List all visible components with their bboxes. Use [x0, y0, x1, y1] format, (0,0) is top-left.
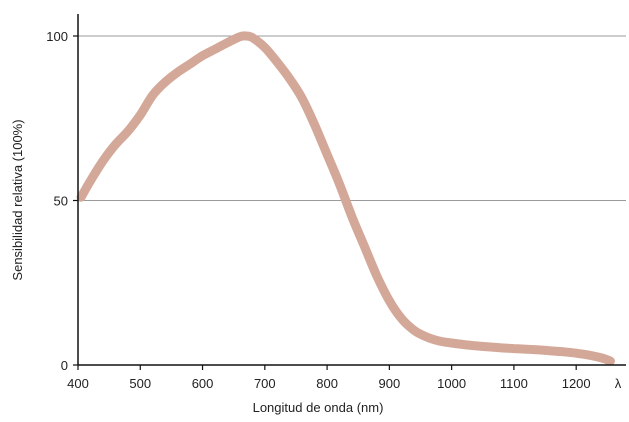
- x-tick-label-600: 600: [192, 376, 214, 391]
- x-tick-label-1100: 1100: [500, 376, 528, 391]
- x-tick-label-1200: 1200: [562, 376, 591, 391]
- y-tick-label-0: 0: [61, 358, 68, 373]
- axes-layer: [73, 14, 626, 370]
- y-tick-label-100: 100: [46, 29, 68, 44]
- y-tick-label-50: 50: [54, 194, 68, 209]
- x-axis-lambda-symbol: λ: [615, 376, 622, 391]
- x-tick-label-800: 800: [316, 376, 338, 391]
- y-axis-label: Sensibilidad relativa (100%): [10, 119, 25, 280]
- x-tick-label-1000: 1000: [437, 376, 466, 391]
- x-axis-label: Longitud de onda (nm): [253, 400, 384, 415]
- series-line-0: [76, 31, 615, 366]
- x-tick-label-500: 500: [129, 376, 151, 391]
- x-tick-label-900: 900: [379, 376, 401, 391]
- x-tick-label-400: 400: [67, 376, 89, 391]
- series-layer: [76, 31, 615, 366]
- x-tick-label-700: 700: [254, 376, 276, 391]
- grid-layer: [78, 35, 626, 201]
- labels-layer: Longitud de onda (nm) Sensibilidad relat…: [10, 29, 622, 415]
